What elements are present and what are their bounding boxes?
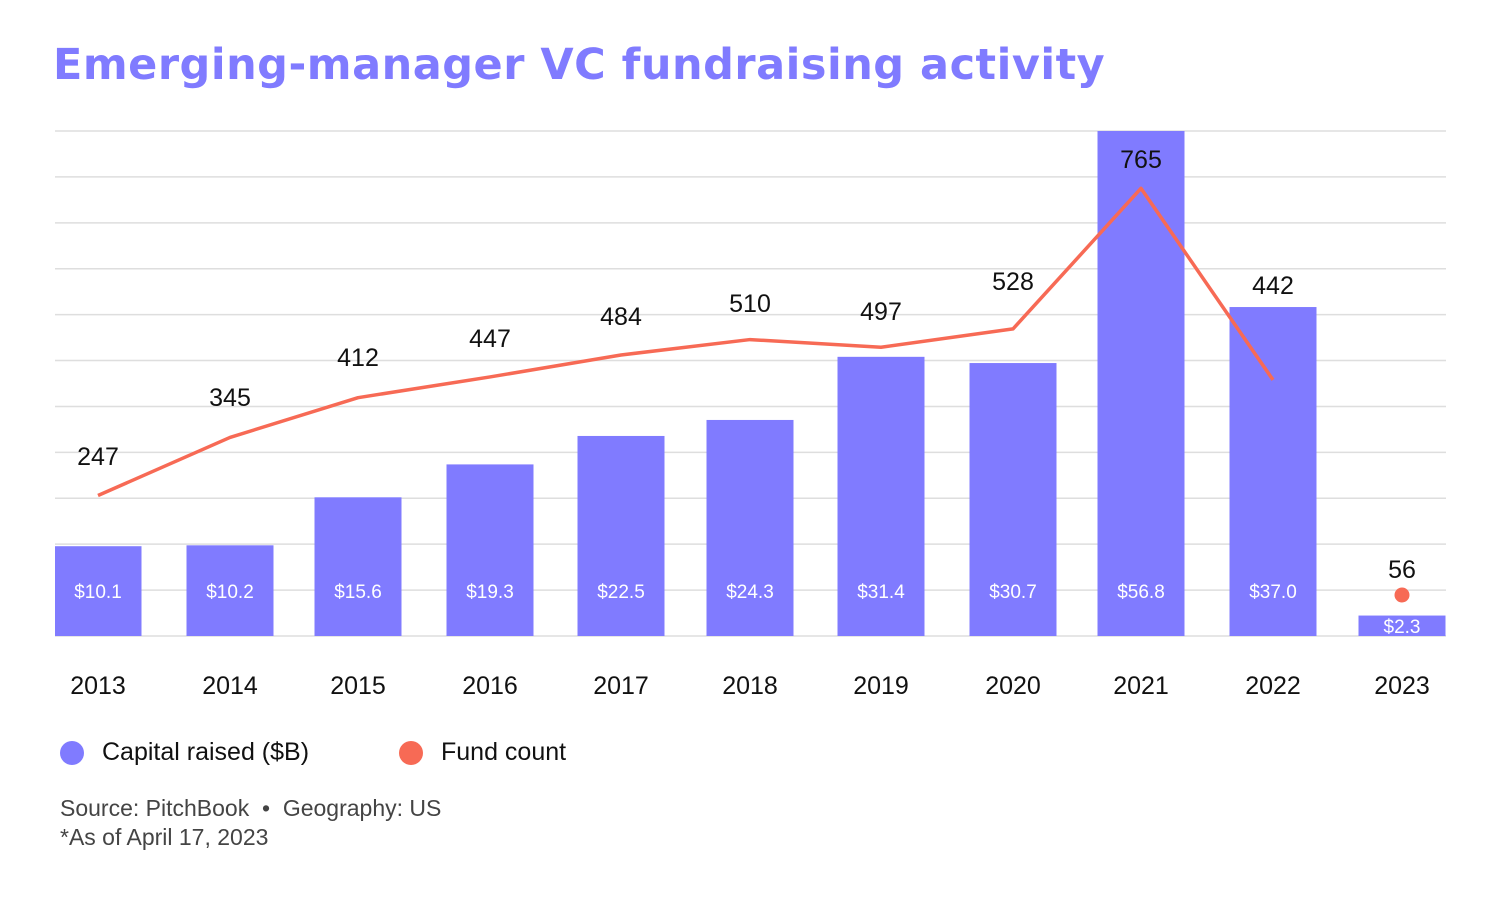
fund-count-label-2013: 247 xyxy=(77,443,119,471)
legend-label-fund-count: Fund count xyxy=(441,738,567,766)
x-tick-2021: 2021 xyxy=(1113,672,1169,700)
bar-label-2015: $15.6 xyxy=(334,582,382,603)
fund-count-label-2020: 528 xyxy=(992,268,1034,296)
fund-count-point-2023 xyxy=(1394,587,1410,603)
legend-label-capital: Capital raised ($B) xyxy=(102,738,310,766)
bar-label-2021: $56.8 xyxy=(1117,582,1165,603)
fund-count-label-2016: 447 xyxy=(469,325,511,353)
bar-2019 xyxy=(837,356,925,636)
bar-2023 xyxy=(1358,615,1446,636)
as-of-note: *As of April 17, 2023 xyxy=(60,824,269,850)
chart-plot: $10.1 2013 $10.2 2014 $15.6 2015 $19.3 2016 $22.… xyxy=(55,130,1446,700)
x-tick-2019: 2019 xyxy=(853,672,909,700)
x-tick-2020: 2020 xyxy=(985,672,1041,700)
bar-label-2017: $22.5 xyxy=(597,582,645,603)
x-tick-2017: 2017 xyxy=(593,672,649,700)
x-tick-2018: 2018 xyxy=(722,672,778,700)
x-tick-2022: 2022 xyxy=(1245,672,1301,700)
bar-2015 xyxy=(314,497,402,636)
x-tick-2023: 2023 xyxy=(1374,672,1430,700)
bar-label-2020: $30.7 xyxy=(989,582,1037,603)
bar-label-2013: $10.1 xyxy=(74,582,122,603)
fund-count-label-2023: 56 xyxy=(1388,556,1416,584)
bar-label-2018: $24.3 xyxy=(726,582,774,603)
bar-label-2014: $10.2 xyxy=(206,582,254,603)
source-note: Source: PitchBook • Geography: US xyxy=(60,795,442,821)
bar-label-2022: $37.0 xyxy=(1249,582,1297,603)
x-tick-2015: 2015 xyxy=(330,672,386,700)
x-tick-2013: 2013 xyxy=(70,672,126,700)
fund-count-label-2021: 765 xyxy=(1120,146,1162,174)
fund-count-label-2017: 484 xyxy=(600,303,642,331)
bar-2017 xyxy=(577,435,665,636)
bar-2016 xyxy=(446,464,534,636)
fund-count-label-2015: 412 xyxy=(337,344,379,372)
x-tick-2014: 2014 xyxy=(202,672,258,700)
bar-2022 xyxy=(1229,307,1317,636)
fund-count-label-2014: 345 xyxy=(209,384,251,412)
x-tick-2016: 2016 xyxy=(462,672,518,700)
bar-2018 xyxy=(706,419,794,636)
fund-count-line xyxy=(97,186,1275,498)
legend-swatch-capital xyxy=(60,740,84,765)
chart-title: Emerging-manager VC fundraising activity xyxy=(53,40,1106,90)
legend-swatch-fund-count xyxy=(399,740,423,765)
fund-count-label-2019: 497 xyxy=(860,298,902,326)
bar-2013 xyxy=(55,546,142,636)
bar-label-2023: $2.3 xyxy=(1384,617,1421,638)
legend-item-capital: Capital raised ($B) xyxy=(60,738,309,767)
legend-item-fund-count: Fund count xyxy=(399,738,566,767)
bar-label-2019: $31.4 xyxy=(857,582,905,603)
bar-2020 xyxy=(969,363,1057,636)
bar-2021 xyxy=(1097,131,1185,636)
fund-count-label-2022: 442 xyxy=(1252,272,1294,300)
bar-label-2016: $19.3 xyxy=(466,582,514,603)
bar-2014 xyxy=(186,545,274,636)
fund-count-label-2018: 510 xyxy=(729,290,771,318)
